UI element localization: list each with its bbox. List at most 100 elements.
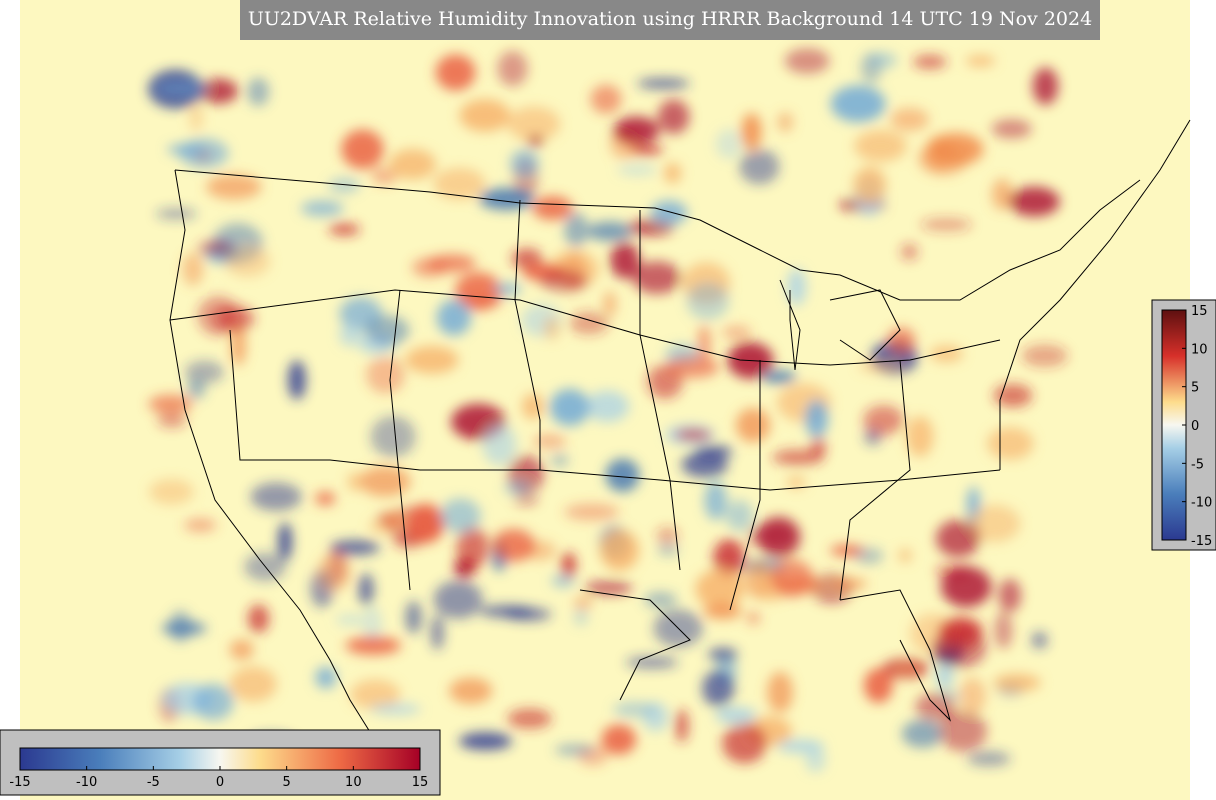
humidity-blob xyxy=(713,539,745,577)
humidity-blob xyxy=(928,132,984,166)
humidity-blob xyxy=(935,519,981,558)
humidity-blob xyxy=(663,162,682,184)
humidity-blob xyxy=(959,677,986,715)
humidity-blob xyxy=(725,500,753,532)
humidity-blob xyxy=(510,149,539,178)
humidity-blob xyxy=(735,408,771,443)
humidity-blob xyxy=(497,50,528,87)
humidity-blob xyxy=(805,399,829,438)
humidity-blob xyxy=(739,148,780,185)
humidity-blob xyxy=(507,106,561,142)
humidity-blob xyxy=(206,174,262,200)
humidity-blob xyxy=(148,394,193,414)
humidity-blob xyxy=(167,144,206,155)
humidity-blob xyxy=(613,701,657,718)
humidity-blob xyxy=(965,55,996,67)
humidity-blob xyxy=(761,370,797,384)
humidity-blob xyxy=(350,679,401,710)
humidity-blob xyxy=(532,434,567,449)
humidity-blob xyxy=(433,580,483,619)
humidity-blob xyxy=(656,527,679,544)
tick-label: 15 xyxy=(1191,304,1208,319)
humidity-blob xyxy=(998,578,1022,613)
humidity-blob xyxy=(991,178,1013,211)
humidity-blob xyxy=(920,217,972,232)
humidity-blob xyxy=(551,574,575,588)
humidity-blob xyxy=(625,656,679,669)
humidity-blob xyxy=(568,311,609,335)
humidity-blob xyxy=(605,458,640,492)
humidity-blob xyxy=(433,167,486,200)
humidity-blob xyxy=(675,708,689,743)
humidity-blob xyxy=(554,744,595,756)
tick-label: -5 xyxy=(147,775,160,790)
humidity-blob xyxy=(830,85,886,123)
humidity-blob xyxy=(359,466,411,497)
tick-label: 10 xyxy=(1191,342,1208,357)
humidity-blob xyxy=(681,451,728,478)
humidity-blob xyxy=(539,270,588,293)
humidity-blob xyxy=(898,548,912,563)
humidity-blob xyxy=(564,503,620,521)
humidity-blob xyxy=(317,553,351,592)
tick-label: -10 xyxy=(76,775,97,790)
humidity-blob xyxy=(741,113,762,150)
humidity-blob xyxy=(335,614,366,626)
humidity-blob xyxy=(1032,67,1059,105)
humidity-blob xyxy=(632,261,682,294)
humidity-blob xyxy=(674,429,712,440)
humidity-field xyxy=(148,48,1068,773)
humidity-blob xyxy=(810,436,826,459)
humidity-blob xyxy=(521,393,545,420)
humidity-blob xyxy=(169,610,192,643)
humidity-blob xyxy=(358,573,374,606)
humidity-blob xyxy=(492,529,535,562)
humidity-blob xyxy=(347,472,363,492)
humidity-blob xyxy=(657,543,679,556)
humidity-blob xyxy=(189,103,203,132)
humidity-blob xyxy=(330,540,380,556)
humidity-blob xyxy=(493,282,522,296)
humidity-blob xyxy=(966,751,1011,767)
humidity-blob xyxy=(784,48,830,74)
humidity-blob xyxy=(987,427,1034,460)
title-box xyxy=(240,0,1100,40)
humidity-blob xyxy=(891,661,919,678)
humidity-blob xyxy=(363,605,382,646)
humidity-blob xyxy=(767,671,793,713)
tick-label: 0 xyxy=(1191,419,1199,434)
humidity-blob xyxy=(828,578,868,589)
humidity-blob xyxy=(601,724,637,755)
humidity-blob xyxy=(427,254,476,273)
humidity-blob xyxy=(854,547,884,565)
humidity-blob xyxy=(854,129,907,163)
humidity-blob xyxy=(772,449,824,466)
tick-label: 5 xyxy=(283,775,291,790)
humidity-blob xyxy=(561,552,576,578)
humidity-blob xyxy=(366,355,406,394)
humidity-blob xyxy=(564,212,588,248)
humidity-blob xyxy=(198,78,239,104)
humidity-blob xyxy=(369,703,421,715)
humidity-blob xyxy=(214,305,255,332)
humidity-blob xyxy=(777,112,793,133)
humidity-blob xyxy=(187,378,206,400)
humidity-blob xyxy=(714,706,757,724)
humidity-blob xyxy=(371,167,398,185)
humidity-blob xyxy=(603,291,617,317)
humidity-blob xyxy=(405,346,459,374)
humidity-blob xyxy=(157,412,187,428)
humidity-blob xyxy=(573,596,593,610)
humidity-blob xyxy=(993,673,1041,692)
humidity-blob xyxy=(182,252,204,286)
humidity-blob xyxy=(440,498,481,534)
humidity-blob xyxy=(702,670,735,707)
tick-label: -15 xyxy=(1191,534,1212,549)
humidity-blob xyxy=(695,569,744,609)
humidity-blob xyxy=(479,605,535,618)
humidity-blob xyxy=(599,529,639,571)
humidity-blob xyxy=(341,129,384,170)
humidity-blob xyxy=(345,636,401,655)
humidity-blob xyxy=(435,54,476,91)
